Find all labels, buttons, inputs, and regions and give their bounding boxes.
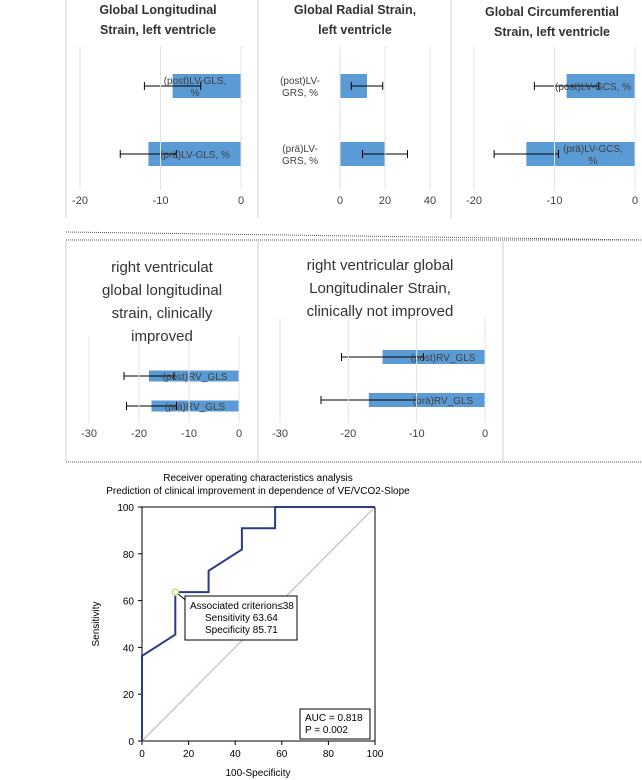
chart-title: Longitudinaler Strain, bbox=[309, 280, 451, 297]
category-label: (post)RV_GLS bbox=[411, 353, 476, 364]
category-label: % bbox=[589, 156, 598, 167]
category-label: (prä)LV-GCS, bbox=[563, 144, 623, 155]
annotation-box bbox=[184, 595, 298, 641]
x-tick-label: -20 bbox=[340, 428, 356, 440]
annotation-text: Sensitivity 63.64 bbox=[205, 613, 278, 624]
x-tick-label: 0 bbox=[337, 195, 343, 207]
chart-rv-gls-not-improved: right ventricular global Longitudinaler S… bbox=[272, 257, 488, 440]
x-tick-label: -10 bbox=[181, 428, 197, 440]
x-tick-label: -20 bbox=[72, 195, 88, 207]
x-tick-label: 80 bbox=[323, 749, 335, 760]
category-label: (post)RV_GLS bbox=[163, 372, 228, 383]
stats-frame bbox=[299, 708, 371, 740]
stats-text: P = 0.002 bbox=[305, 725, 348, 736]
x-tick-label: 100 bbox=[367, 749, 384, 760]
chart-title: strain, clinically bbox=[112, 305, 213, 322]
x-tick-label: 20 bbox=[379, 195, 391, 207]
chart-lv-gcs: Global Circumferential Strain, left ventr… bbox=[466, 5, 638, 207]
bar-1 bbox=[151, 400, 239, 412]
x-tick-label: -20 bbox=[466, 195, 482, 207]
category-label: (prä)RV_GLS bbox=[165, 402, 226, 413]
category-label: GRS, % bbox=[282, 88, 318, 99]
bar-1 bbox=[368, 393, 485, 407]
x-tick-label: -10 bbox=[153, 195, 169, 207]
chart-lv-grs: Global Radial Strain, left ventricle (post… bbox=[280, 3, 436, 207]
x-tick-label: -30 bbox=[272, 428, 288, 440]
chart-title: right ventriculat bbox=[111, 259, 214, 276]
y-tick-label: 0 bbox=[128, 737, 134, 748]
bar-0 bbox=[149, 370, 239, 382]
category-label: GRS, % bbox=[282, 156, 318, 167]
y-tick-label: 20 bbox=[123, 690, 135, 701]
y-tick-label: 60 bbox=[123, 597, 135, 608]
chart-roc: Receiver operating characteristics analy… bbox=[91, 473, 410, 779]
annotation-text: Associated criterion≤38 bbox=[190, 601, 294, 612]
panel-divider bbox=[65, 231, 642, 241]
category-label: (post)LV- bbox=[280, 76, 320, 87]
x-tick-label: 0 bbox=[139, 749, 145, 760]
x-tick-label: 0 bbox=[632, 195, 638, 207]
x-axis-label: 100-Specificity bbox=[225, 768, 290, 779]
category-label: (prä)LV- bbox=[282, 144, 317, 155]
x-tick-label: 0 bbox=[238, 195, 244, 207]
x-tick-label: -30 bbox=[81, 428, 97, 440]
chart-title: global longitudinal bbox=[102, 282, 222, 299]
x-tick-label: -10 bbox=[409, 428, 425, 440]
annotation-text: Specificity 85.71 bbox=[205, 625, 278, 636]
chart-title: clinically not improved bbox=[307, 303, 454, 320]
chart-title: left ventricle bbox=[318, 23, 392, 37]
y-tick-label: 100 bbox=[117, 503, 134, 514]
x-tick-label: -10 bbox=[547, 195, 563, 207]
chart-rv-gls-improved: right ventriculat global longitudinal stra… bbox=[81, 259, 242, 440]
category-label: (prä)RV_GLS bbox=[413, 396, 474, 407]
x-tick-label: 20 bbox=[183, 749, 195, 760]
y-axis-label: Sensitivity bbox=[91, 601, 102, 646]
chart-title: Strain, left ventricle bbox=[100, 23, 216, 37]
criterion-point bbox=[171, 588, 180, 596]
chart-lv-gls: Global Longitudinal Strain, left ventricl… bbox=[72, 3, 244, 207]
x-tick-label: 0 bbox=[236, 428, 242, 440]
x-tick-label: 40 bbox=[230, 749, 242, 760]
roc-subtitle: Prediction of clinical improvement in de… bbox=[106, 486, 410, 497]
x-tick-label: 60 bbox=[276, 749, 288, 760]
category-label: (prä)LV-GLS, % bbox=[160, 150, 230, 161]
chart-title: right ventricular global bbox=[307, 257, 454, 274]
chart-title: Global Circumferential bbox=[485, 5, 619, 19]
chart-title: Strain, left ventricle bbox=[494, 25, 610, 39]
chart-title: Global Longitudinal bbox=[99, 3, 216, 17]
category-label: (post)LV-GCS, % bbox=[555, 82, 631, 93]
stats-text: AUC = 0.818 bbox=[305, 713, 363, 724]
bar-0 bbox=[382, 350, 485, 364]
roc-curve bbox=[141, 506, 375, 741]
roc-title: Receiver operating characteristics analy… bbox=[163, 473, 353, 484]
chart-title: Global Radial Strain, bbox=[294, 3, 416, 17]
y-tick-label: 80 bbox=[123, 550, 135, 561]
x-tick-label: 0 bbox=[482, 428, 488, 440]
x-tick-label: -20 bbox=[131, 428, 147, 440]
category-label: % bbox=[191, 88, 200, 99]
y-tick-label: 40 bbox=[123, 643, 135, 654]
category-label: (post)LV-GLS, bbox=[164, 76, 227, 87]
chart-title: improved bbox=[131, 328, 193, 345]
x-tick-label: 40 bbox=[424, 195, 436, 207]
